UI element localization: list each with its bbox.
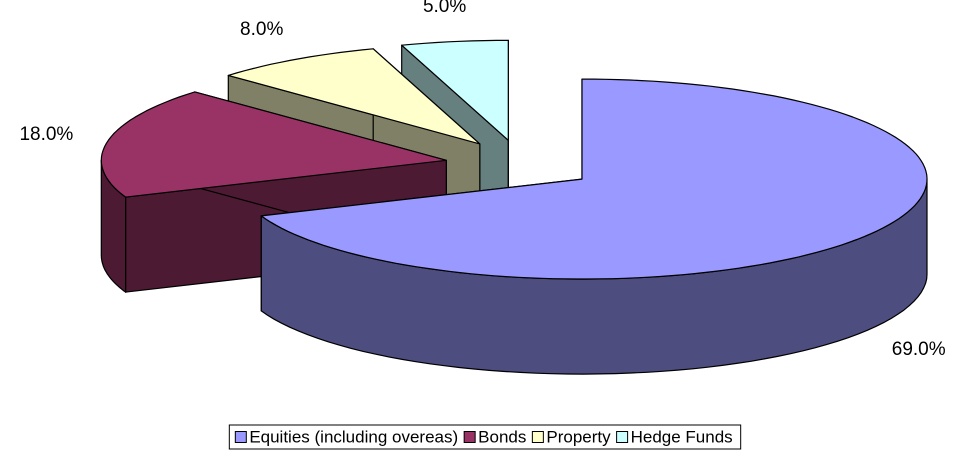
legend: Equities (including overeas) Bonds Propert… <box>228 424 742 450</box>
legend-swatch <box>234 431 247 443</box>
data-label: 18.0% <box>19 124 73 145</box>
slice-top <box>227 48 481 145</box>
legend-label: Equities (including overeas) <box>249 427 458 446</box>
data-label: 5.0% <box>423 0 466 17</box>
slice-top <box>401 39 509 141</box>
data-label: 69.0% <box>892 339 946 360</box>
slice-top <box>100 91 447 198</box>
legend-swatch <box>616 431 629 443</box>
legend-label: Bonds <box>478 427 526 446</box>
slice-top <box>260 78 928 280</box>
data-label: 8.0% <box>240 19 283 40</box>
legend-swatch <box>531 431 544 443</box>
legend-swatch <box>463 431 476 443</box>
legend-label: Property <box>546 427 611 446</box>
legend-label: Hedge Funds <box>631 427 733 446</box>
legend-box <box>228 424 742 450</box>
pie-slice <box>260 78 928 375</box>
